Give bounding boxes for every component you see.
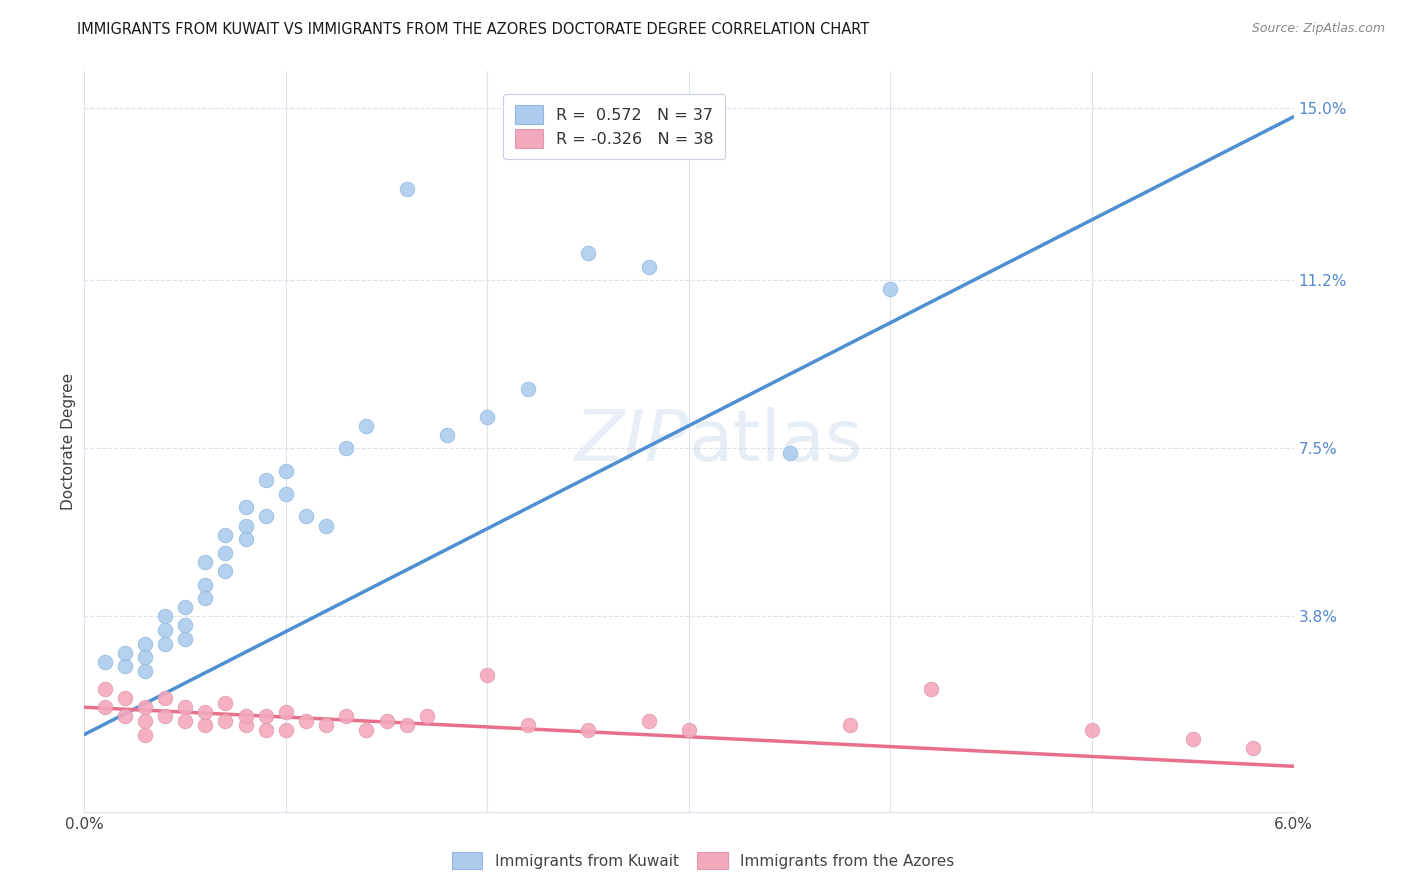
Point (194, 577, 217, 591)
Point (194, 591, 217, 606)
Point (153, 709, 176, 723)
Point (153, 691, 176, 706)
Point (174, 618, 197, 632)
Point (295, 509, 318, 524)
Point (174, 700, 197, 714)
Point (214, 696, 236, 710)
Point (235, 532, 257, 546)
Point (235, 500, 257, 515)
Point (93, 700, 115, 714)
Point (335, 442, 357, 456)
Point (477, 409, 499, 424)
Point (134, 700, 156, 714)
Point (1081, 723, 1104, 737)
Point (356, 723, 378, 737)
Legend: R =  0.572   N = 37, R = -0.326   N = 38: R = 0.572 N = 37, R = -0.326 N = 38 (503, 95, 725, 159)
Text: Source: ZipAtlas.com: Source: ZipAtlas.com (1251, 22, 1385, 36)
Point (214, 527, 236, 541)
Point (194, 555, 217, 569)
Point (356, 418, 378, 433)
Point (315, 718, 337, 732)
Point (153, 637, 176, 651)
Text: atlas: atlas (689, 407, 863, 476)
Point (274, 464, 297, 478)
Point (839, 718, 862, 732)
Point (274, 487, 297, 501)
Point (254, 509, 277, 524)
Point (395, 182, 418, 196)
Point (153, 609, 176, 624)
Point (416, 709, 439, 723)
Point (436, 427, 458, 442)
Point (174, 714, 197, 728)
Point (395, 718, 418, 732)
Point (235, 518, 257, 533)
Point (194, 718, 217, 732)
Point (254, 473, 277, 487)
Point (114, 659, 136, 673)
Point (335, 709, 357, 723)
Text: ZIP: ZIP (575, 407, 689, 476)
Point (637, 260, 659, 274)
Point (235, 709, 257, 723)
Point (134, 727, 156, 741)
Point (637, 714, 659, 728)
Legend: Immigrants from Kuwait, Immigrants from the Azores: Immigrants from Kuwait, Immigrants from … (446, 846, 960, 875)
Point (315, 518, 337, 533)
Point (174, 632, 197, 647)
Point (516, 718, 538, 732)
Point (194, 705, 217, 719)
Y-axis label: Doctorate Degree: Doctorate Degree (60, 373, 76, 510)
Point (134, 664, 156, 678)
Point (920, 682, 942, 697)
Point (274, 705, 297, 719)
Point (576, 723, 599, 737)
Point (174, 600, 197, 615)
Point (879, 282, 901, 296)
Point (134, 714, 156, 728)
Point (779, 446, 801, 460)
Point (214, 564, 236, 578)
Point (134, 650, 156, 665)
Point (1241, 741, 1264, 756)
Point (114, 709, 136, 723)
Point (153, 623, 176, 637)
Text: IMMIGRANTS FROM KUWAIT VS IMMIGRANTS FROM THE AZORES DOCTORATE DEGREE CORRELATIO: IMMIGRANTS FROM KUWAIT VS IMMIGRANTS FRO… (77, 22, 869, 37)
Point (114, 646, 136, 660)
Point (1181, 732, 1204, 747)
Point (214, 714, 236, 728)
Point (678, 723, 700, 737)
Point (477, 668, 499, 682)
Point (214, 546, 236, 560)
Point (516, 382, 538, 396)
Point (114, 691, 136, 706)
Point (93, 682, 115, 697)
Point (274, 723, 297, 737)
Point (295, 714, 318, 728)
Point (254, 709, 277, 723)
Point (254, 723, 277, 737)
Point (134, 637, 156, 651)
Point (576, 246, 599, 260)
Point (235, 718, 257, 732)
Point (93, 655, 115, 669)
Point (375, 714, 398, 728)
